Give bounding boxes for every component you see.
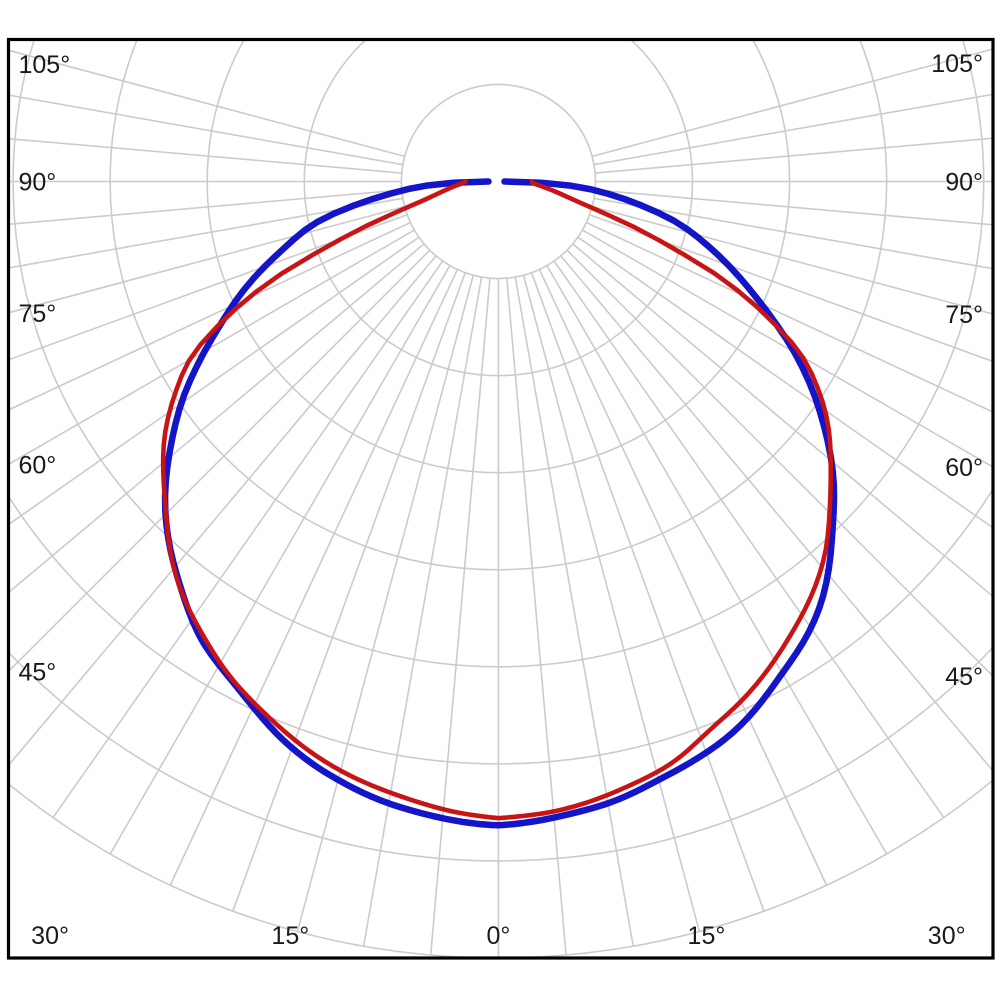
svg-text:30°: 30° — [31, 922, 69, 950]
svg-text:90°: 90° — [19, 169, 57, 197]
svg-text:45°: 45° — [19, 658, 57, 686]
svg-text:0°: 0° — [486, 922, 510, 950]
svg-text:60°: 60° — [945, 454, 983, 482]
svg-text:60°: 60° — [19, 451, 57, 479]
svg-text:45°: 45° — [945, 663, 983, 691]
svg-text:15°: 15° — [688, 922, 726, 950]
svg-text:30°: 30° — [928, 922, 966, 950]
svg-text:75°: 75° — [19, 300, 57, 328]
svg-text:105°: 105° — [931, 50, 983, 78]
svg-text:90°: 90° — [945, 169, 983, 197]
svg-text:15°: 15° — [271, 922, 309, 950]
svg-text:105°: 105° — [19, 51, 71, 79]
svg-text:75°: 75° — [945, 301, 983, 329]
